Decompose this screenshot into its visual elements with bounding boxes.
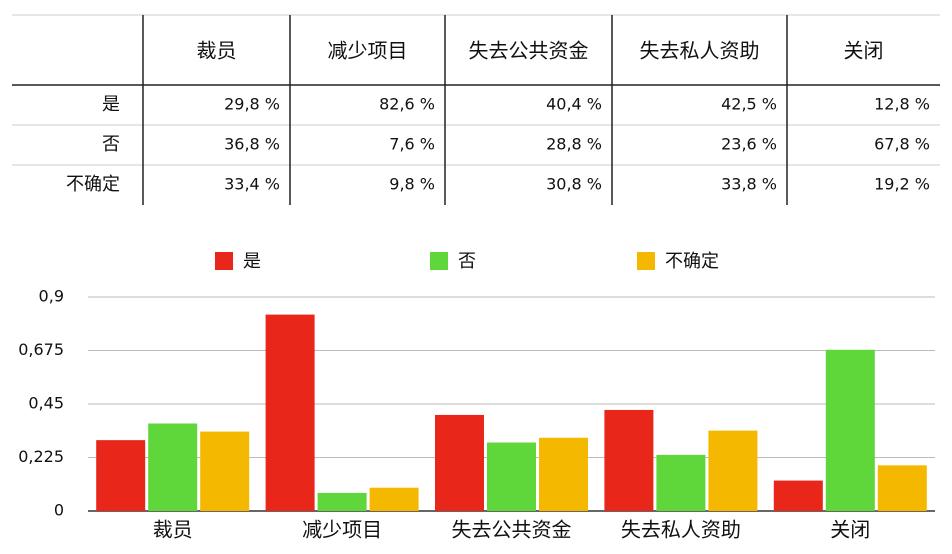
table-cell: 42,5 %	[721, 95, 777, 114]
table-cell: 33,8 %	[721, 175, 777, 194]
bar	[656, 454, 706, 511]
legend-label: 是	[243, 251, 261, 272]
legend-label: 不确定	[665, 251, 719, 272]
table-header: 失去私人资助	[640, 39, 760, 63]
bar	[773, 480, 823, 511]
y-tick-label: 0,675	[18, 340, 64, 359]
table-cell: 28,8 %	[546, 135, 602, 154]
x-tick-label: 失去私人资助	[621, 518, 741, 542]
table-cell: 12,8 %	[874, 95, 930, 114]
bar	[487, 442, 536, 511]
bar	[317, 492, 367, 511]
bar	[265, 314, 315, 511]
row-label: 不确定	[66, 174, 120, 195]
y-tick-label: 0	[54, 501, 64, 520]
table-cell: 19,2 %	[874, 175, 930, 194]
bar	[200, 431, 250, 511]
table-cell: 67,8 %	[874, 135, 930, 154]
bar	[148, 423, 198, 511]
y-tick-label: 0,225	[18, 447, 64, 466]
x-tick-label: 失去公共资金	[452, 518, 572, 542]
bar	[96, 440, 146, 511]
bar	[369, 487, 419, 511]
row-label: 否	[102, 134, 120, 155]
bar	[604, 409, 654, 511]
table-cell: 9,8 %	[389, 175, 435, 194]
y-tick-label: 0,9	[39, 287, 64, 306]
x-tick-label: 裁员	[153, 518, 193, 542]
table-header: 关闭	[844, 39, 884, 63]
bar	[539, 437, 588, 511]
table-cell: 29,8 %	[224, 95, 280, 114]
bar	[435, 414, 484, 511]
table-cell: 82,6 %	[379, 95, 435, 114]
x-tick-label: 减少项目	[302, 518, 382, 542]
legend-swatch	[637, 252, 655, 270]
bar	[708, 430, 758, 511]
bar	[825, 349, 875, 511]
legend-swatch	[430, 252, 448, 270]
table-cell: 30,8 %	[546, 175, 602, 194]
legend-label: 否	[458, 251, 476, 272]
row-label: 是	[102, 94, 120, 115]
table-header: 裁员	[197, 39, 237, 63]
table-cell: 40,4 %	[546, 95, 602, 114]
legend-swatch	[215, 252, 233, 270]
x-tick-label: 关闭	[830, 518, 870, 542]
table-cell: 7,6 %	[389, 135, 435, 154]
table-header: 减少项目	[328, 39, 408, 63]
table-cell: 23,6 %	[721, 135, 777, 154]
table-cell: 36,8 %	[224, 135, 280, 154]
table-cell: 33,4 %	[224, 175, 280, 194]
table-header: 失去公共资金	[469, 39, 589, 63]
bar	[877, 465, 927, 511]
y-tick-label: 0,45	[28, 394, 64, 413]
